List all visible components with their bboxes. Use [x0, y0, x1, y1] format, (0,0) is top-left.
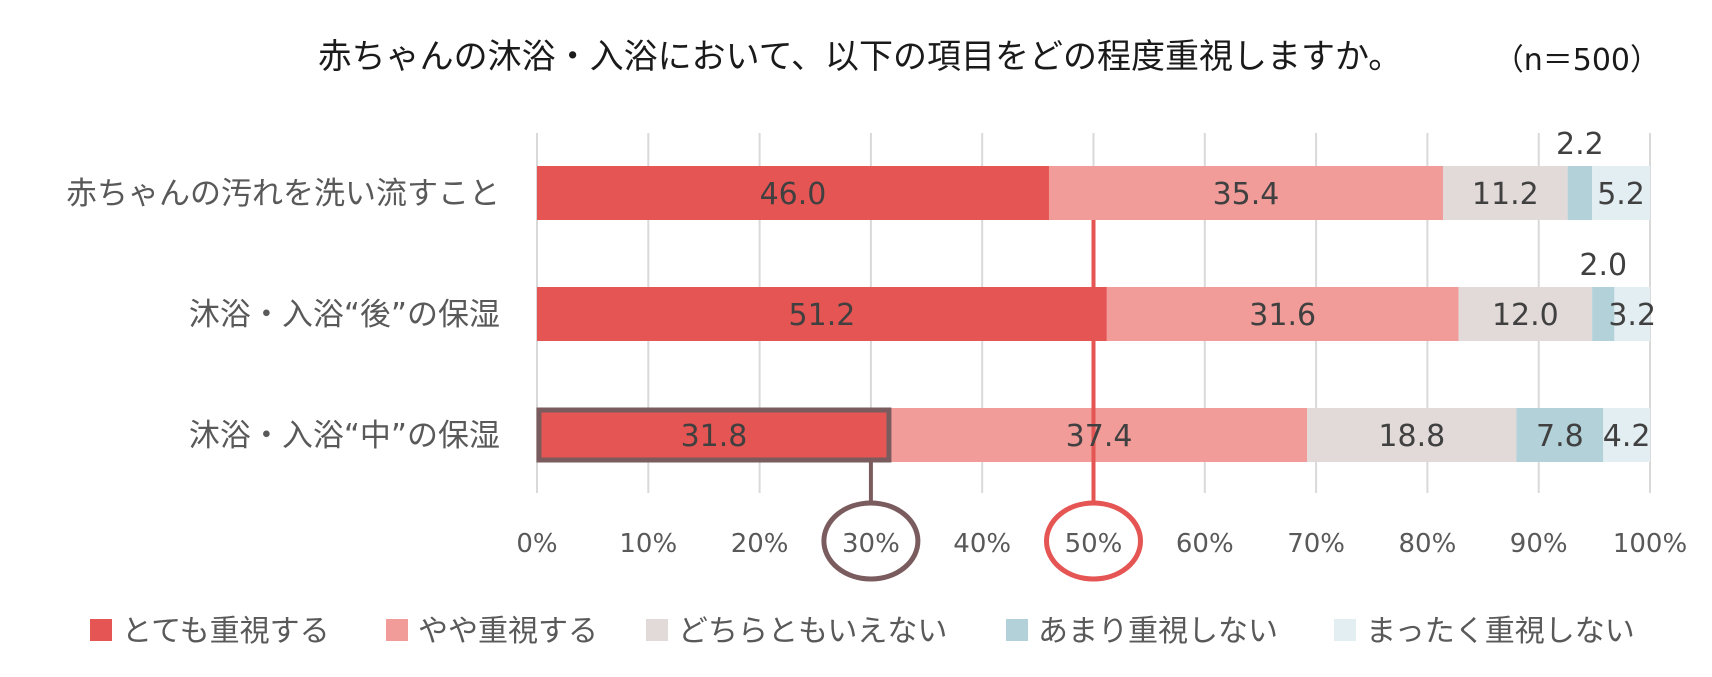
bar-segment-cat2-series3	[1458, 287, 1593, 341]
sample-size-note: （n＝500）	[1494, 43, 1660, 78]
bar-segment-cat3-series1	[537, 408, 891, 462]
legend-swatch-2	[386, 619, 408, 641]
x-tick-label-10: 10%	[619, 529, 677, 559]
data-label-cat2-series5: 3.2	[1608, 298, 1656, 333]
x-tick-label-80: 80%	[1399, 529, 1457, 559]
data-label-cat2-series1: 51.2	[789, 298, 856, 333]
bar-segment-cat1-series5	[1592, 166, 1650, 220]
marker-circle-30	[821, 500, 921, 582]
data-label-cat3-series5: 4.2	[1603, 419, 1651, 454]
data-label-cat2-series3: 12.0	[1492, 298, 1559, 333]
bar-segment-cat2-series2	[1106, 287, 1459, 341]
legend-label-2: やや重視する	[418, 614, 598, 649]
data-label-cat1-series3: 11.2	[1472, 177, 1539, 212]
legend-label-5: まったく重視しない	[1366, 614, 1635, 649]
legend: とても重視する やや重視する どちらともいえない あまり重視しない まったく重視しない	[90, 614, 1635, 649]
bar-segment-cat3-series5	[1603, 408, 1650, 462]
x-tick-label-50: 50%	[1065, 529, 1123, 559]
bars-group	[537, 166, 1650, 462]
category-label-1: 赤ちゃんの汚れを洗い流すこと	[66, 176, 500, 212]
bar-segment-cat3-series3	[1307, 408, 1517, 462]
legend-label-1: とても重視する	[122, 614, 330, 649]
x-tick-label-40: 40%	[953, 529, 1011, 559]
annotations-group	[536, 220, 1143, 582]
x-axis-ticks-group: 0% 10% 20% 30% 40% 50% 60% 70% 80% 90% 100%	[516, 529, 1687, 559]
data-label-cat1-series1: 46.0	[760, 177, 827, 212]
x-tick-label-60: 60%	[1176, 529, 1234, 559]
legend-label-3: どちらともいえない	[678, 614, 947, 649]
chart-title: 赤ちゃんの沐浴・入浴において、以下の項目をどの程度重視しますか。	[318, 37, 1403, 77]
bar-segment-cat1-series1	[537, 166, 1049, 220]
legend-label-4: あまり重視しない	[1038, 614, 1278, 649]
bar-segment-cat3-series2	[890, 408, 1308, 462]
data-label-cat2-series4: 2.0	[1579, 248, 1627, 283]
bar-segment-cat1-series3	[1442, 166, 1568, 220]
data-label-cat2-series2: 31.6	[1249, 298, 1316, 333]
legend-swatch-4	[1006, 619, 1028, 641]
x-tick-label-0: 0%	[516, 529, 557, 559]
data-label-cat3-series3: 18.8	[1378, 419, 1445, 454]
bar-segment-cat1-series4	[1567, 166, 1593, 220]
marker-circle-50	[1044, 500, 1143, 582]
x-tick-label-100: 100%	[1613, 529, 1687, 559]
highlight-box	[536, 407, 892, 463]
legend-swatch-3	[646, 619, 668, 641]
category-label-2: 沐浴・入浴“後”の保湿	[189, 297, 500, 333]
x-tick-label-20: 20%	[731, 529, 789, 559]
bar-segment-cat2-series4	[1592, 287, 1615, 341]
bar-segment-cat1-series2	[1048, 166, 1443, 220]
bar-segment-cat2-series5	[1614, 287, 1650, 341]
bar-segment-cat2-series1	[537, 287, 1107, 341]
category-label-3: 沐浴・入浴“中”の保湿	[189, 418, 500, 454]
data-label-cat1-series2: 35.4	[1213, 177, 1280, 212]
bar-segment-cat3-series4	[1516, 408, 1604, 462]
legend-swatch-1	[90, 619, 112, 641]
data-label-cat1-series5: 5.2	[1597, 177, 1645, 212]
data-label-cat3-series2: 37.4	[1066, 419, 1133, 454]
data-label-cat3-series1: 31.8	[681, 419, 748, 454]
data-labels-group: 46.0 35.4 11.2 2.2 5.2 51.2 31.6 12.0 2.0 3.2 31.8…	[681, 127, 1656, 454]
data-label-cat3-series4: 7.8	[1536, 419, 1584, 454]
x-tick-label-70: 70%	[1287, 529, 1345, 559]
data-label-cat1-series4: 2.2	[1556, 127, 1604, 162]
legend-swatch-5	[1334, 619, 1356, 641]
x-tick-label-30: 30%	[842, 529, 900, 559]
x-tick-label-90: 90%	[1510, 529, 1568, 559]
